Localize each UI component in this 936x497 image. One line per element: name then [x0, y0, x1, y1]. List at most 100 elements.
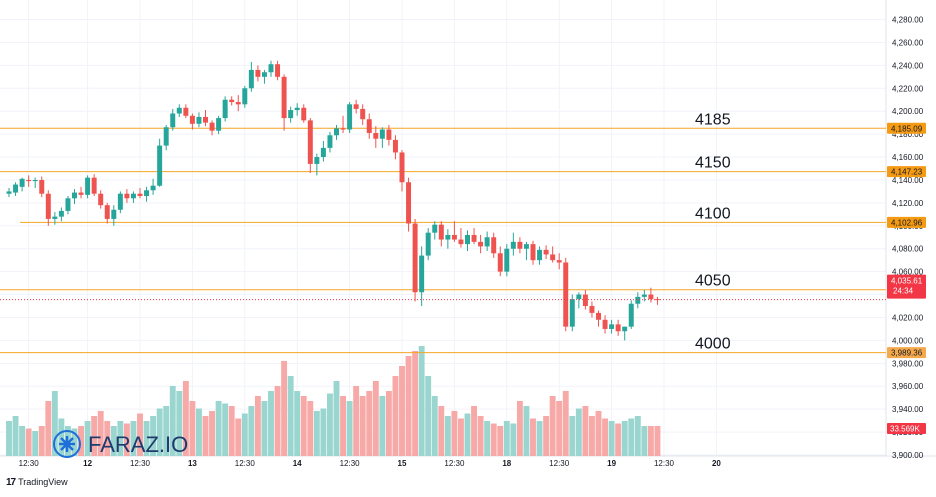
candle[interactable] [72, 189, 77, 205]
candle[interactable] [517, 237, 523, 254]
candle[interactable] [78, 186, 84, 199]
candle[interactable] [379, 127, 385, 148]
candle[interactable] [523, 241, 529, 261]
candle[interactable] [216, 115, 222, 135]
candle[interactable] [609, 319, 615, 334]
candle[interactable] [399, 150, 405, 192]
candle[interactable] [6, 187, 12, 198]
candle[interactable] [360, 104, 366, 125]
candle[interactable] [622, 326, 628, 341]
candle[interactable] [556, 253, 562, 270]
candle[interactable] [170, 108, 176, 131]
candle[interactable] [288, 106, 294, 123]
candle[interactable] [242, 85, 248, 108]
candle[interactable] [648, 287, 654, 303]
candle[interactable] [58, 207, 64, 222]
candle[interactable] [229, 96, 235, 106]
candle[interactable] [111, 205, 117, 226]
candle[interactable] [484, 231, 490, 252]
candle[interactable] [203, 110, 208, 127]
candle[interactable] [347, 102, 353, 133]
candle[interactable] [550, 246, 556, 263]
candle[interactable] [91, 174, 97, 197]
candle[interactable] [451, 221, 457, 242]
candle[interactable] [497, 246, 503, 277]
candle[interactable] [314, 153, 320, 176]
candle[interactable] [392, 135, 398, 160]
candle[interactable] [543, 245, 549, 260]
candle[interactable] [52, 212, 58, 225]
candle[interactable] [222, 96, 228, 122]
candle[interactable] [137, 187, 143, 199]
candle[interactable] [176, 104, 182, 117]
candle[interactable] [465, 230, 470, 252]
candle[interactable] [294, 103, 300, 116]
candle[interactable] [471, 228, 477, 245]
candle[interactable] [445, 229, 451, 249]
candle[interactable] [150, 178, 156, 195]
candle[interactable] [596, 310, 601, 327]
candle[interactable] [589, 301, 595, 318]
candle[interactable] [65, 196, 71, 215]
candle[interactable] [275, 60, 281, 81]
candle[interactable] [340, 115, 346, 133]
candle[interactable] [281, 74, 287, 131]
candle[interactable] [124, 189, 130, 203]
candle[interactable] [478, 234, 484, 254]
candle[interactable] [307, 118, 313, 174]
candle[interactable] [406, 177, 412, 232]
candle[interactable] [19, 177, 25, 192]
candle[interactable] [39, 176, 45, 198]
candle[interactable] [183, 104, 189, 119]
candle[interactable] [196, 112, 202, 128]
candle[interactable] [373, 126, 379, 148]
candle[interactable] [576, 292, 582, 309]
candle[interactable] [104, 202, 110, 224]
candle[interactable] [425, 228, 431, 261]
candle[interactable] [45, 190, 51, 226]
candle[interactable] [320, 140, 326, 162]
candle[interactable] [491, 232, 497, 258]
candle[interactable] [530, 240, 536, 265]
candle[interactable] [209, 120, 215, 136]
candle[interactable] [130, 191, 136, 203]
candle[interactable] [366, 113, 372, 139]
candle[interactable] [563, 257, 569, 332]
candle[interactable] [261, 69, 267, 84]
candle[interactable] [569, 294, 575, 332]
candle[interactable] [32, 177, 38, 188]
candle[interactable] [26, 175, 32, 187]
candle[interactable] [334, 124, 339, 140]
candle[interactable] [327, 131, 333, 153]
candle[interactable] [635, 292, 641, 309]
candle[interactable] [189, 113, 195, 130]
candle[interactable] [510, 232, 516, 256]
candle[interactable] [117, 191, 123, 214]
candle[interactable] [98, 190, 104, 209]
candle[interactable] [419, 246, 425, 307]
candle[interactable] [641, 289, 647, 302]
candle[interactable] [353, 99, 359, 114]
candle[interactable] [504, 244, 510, 277]
candle[interactable] [268, 60, 274, 77]
candle[interactable] [537, 246, 543, 265]
candle[interactable] [248, 61, 254, 92]
candle[interactable] [458, 228, 464, 248]
candle[interactable] [438, 221, 444, 247]
candle[interactable] [255, 65, 261, 82]
candle[interactable] [144, 186, 150, 202]
candle[interactable] [615, 319, 621, 336]
candle[interactable] [301, 104, 307, 123]
candle[interactable] [85, 175, 91, 199]
candle[interactable] [412, 218, 418, 302]
candle[interactable] [432, 221, 438, 240]
candle[interactable] [13, 182, 19, 197]
candle[interactable] [602, 315, 608, 334]
candle[interactable] [628, 300, 634, 329]
candle[interactable] [386, 124, 392, 146]
candle[interactable] [157, 138, 163, 187]
candle[interactable] [235, 95, 241, 112]
candle[interactable] [163, 124, 169, 151]
